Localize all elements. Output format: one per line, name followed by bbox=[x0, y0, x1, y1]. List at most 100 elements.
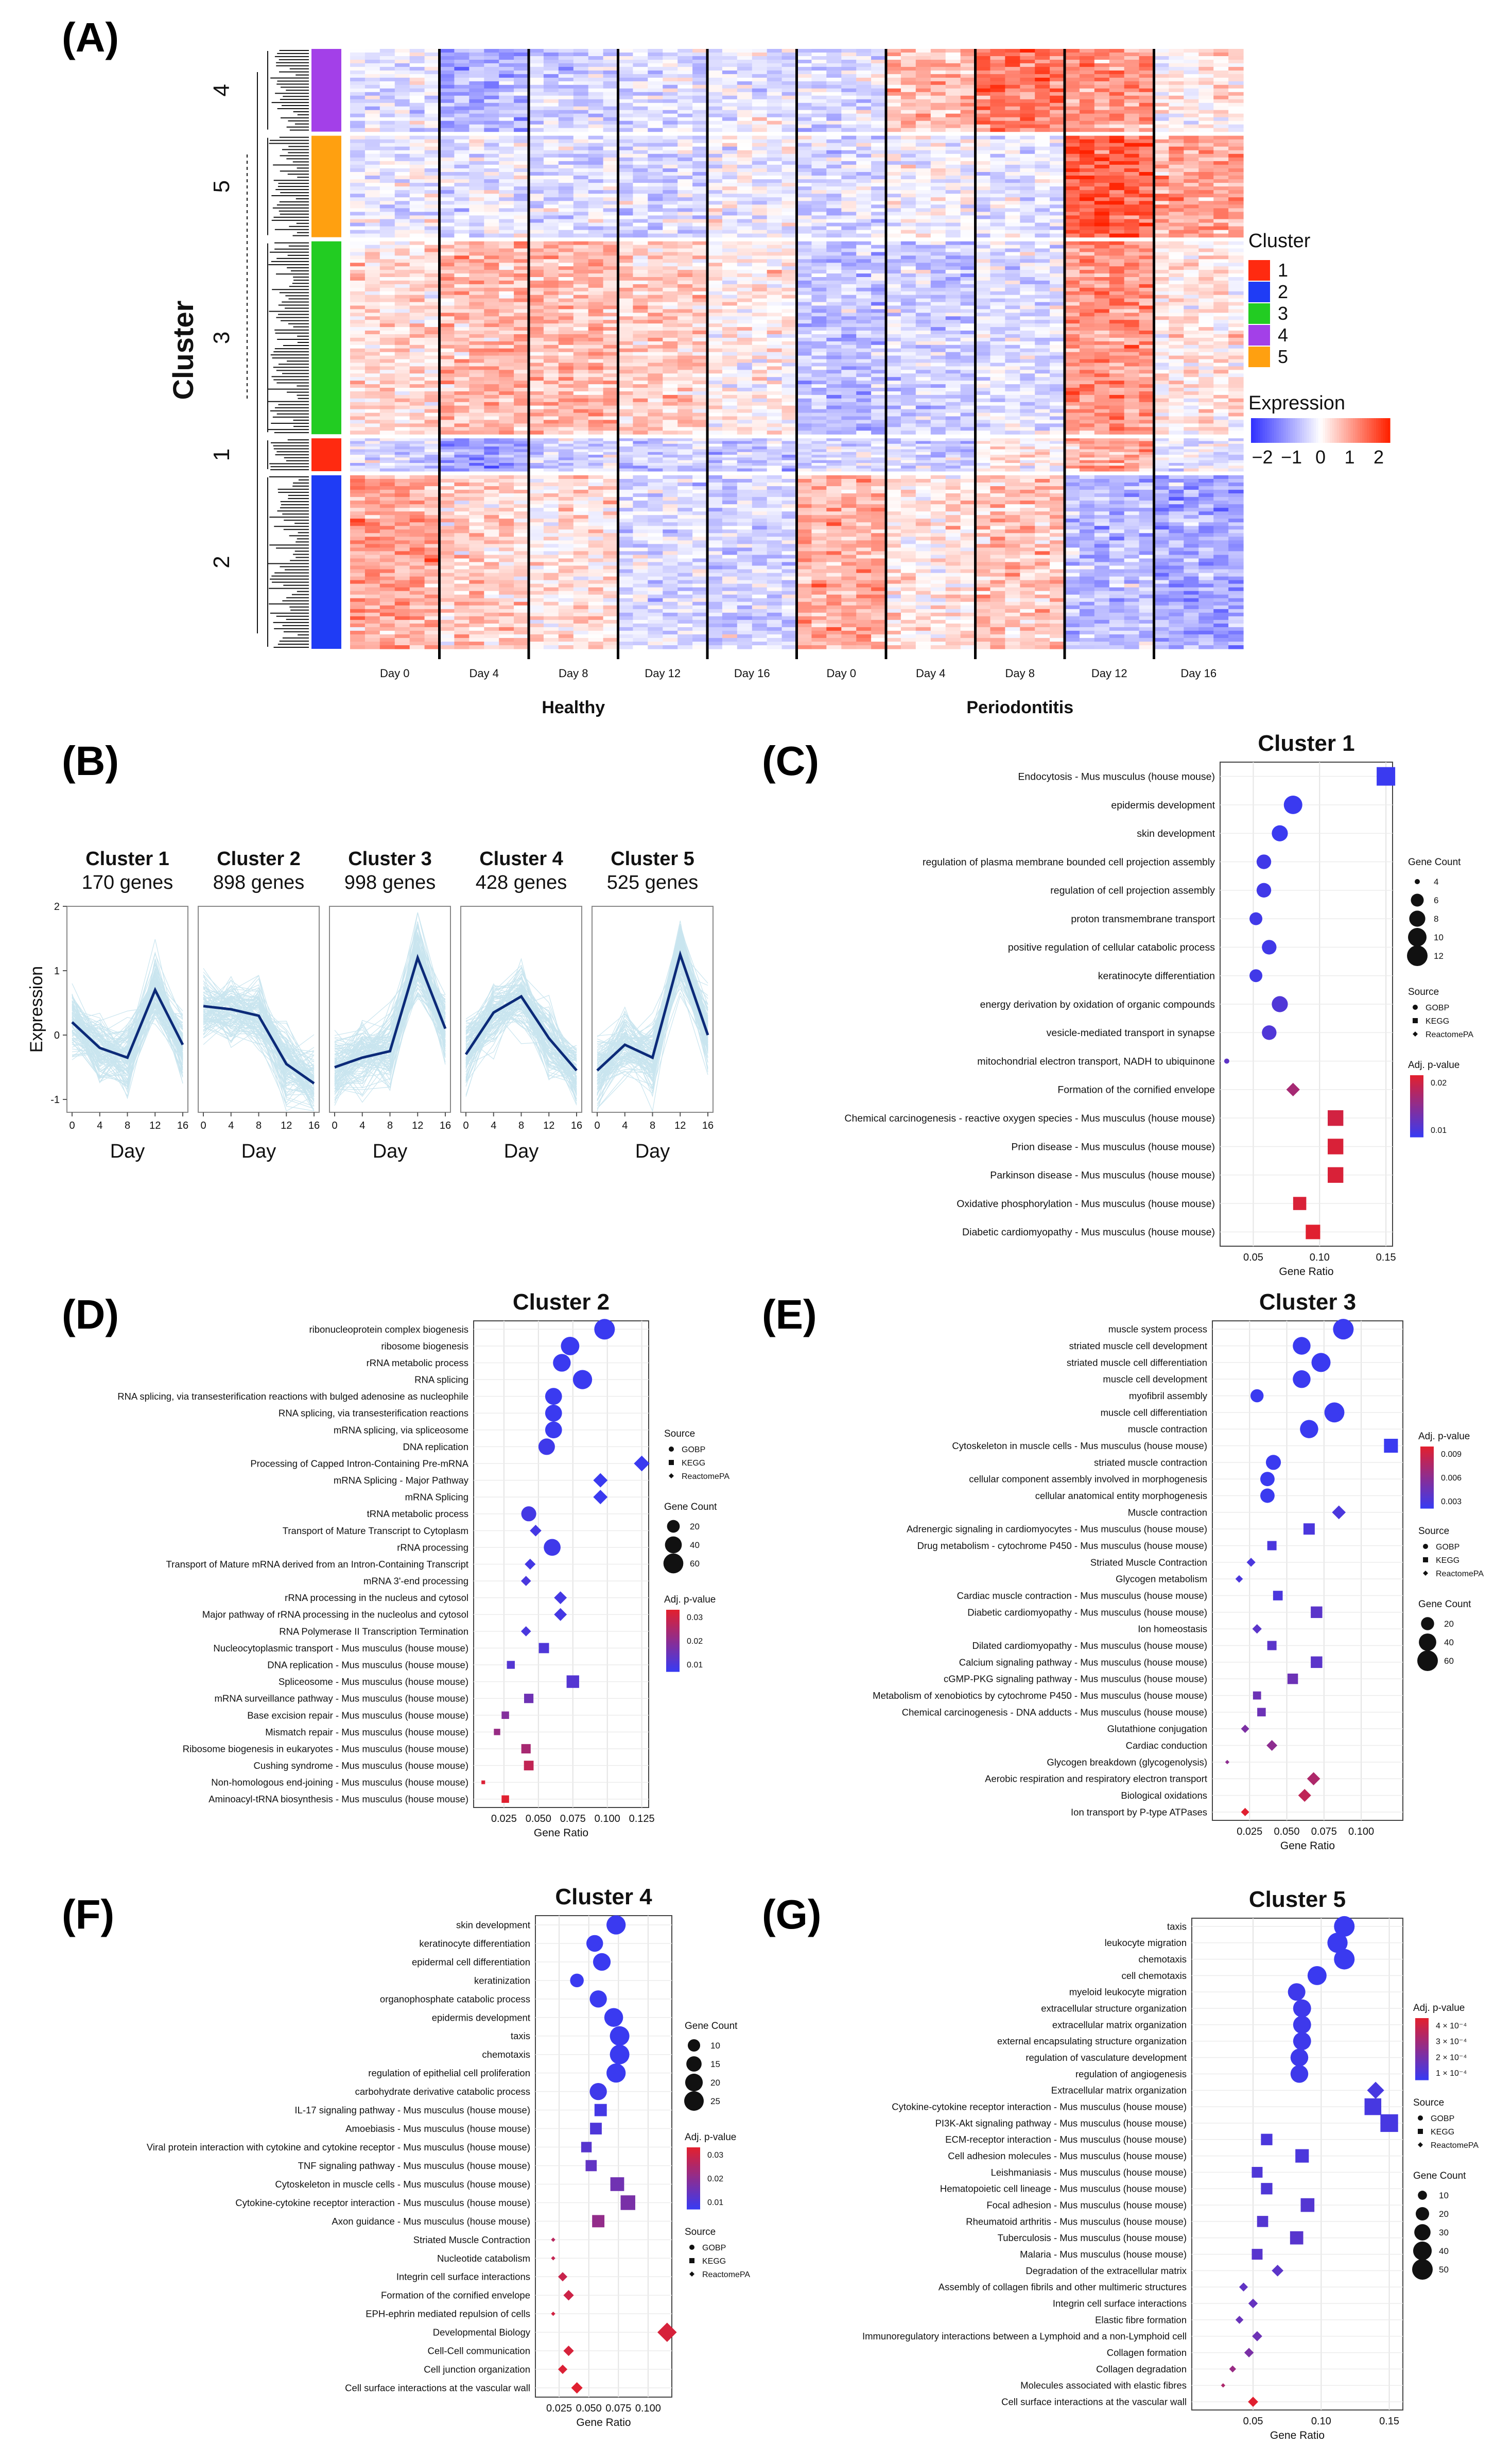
heatmap-cell bbox=[960, 302, 976, 306]
heatmap-cell bbox=[648, 172, 663, 176]
heatmap-cell bbox=[439, 70, 455, 75]
heatmap-cell bbox=[1198, 302, 1214, 306]
heatmap-cell bbox=[1065, 263, 1080, 267]
heatmap-cell bbox=[439, 92, 455, 96]
heatmap-cell bbox=[707, 255, 723, 260]
heatmap-cell bbox=[439, 161, 455, 165]
heatmap-cell bbox=[484, 128, 499, 132]
heatmap-cell bbox=[737, 305, 753, 309]
heatmap-cell bbox=[424, 219, 440, 223]
heatmap-cell bbox=[663, 63, 678, 67]
heatmap-cell bbox=[945, 298, 961, 303]
heatmap-cell bbox=[1094, 222, 1110, 227]
heatmap-cell bbox=[767, 81, 783, 85]
heatmap-cell bbox=[648, 305, 663, 309]
heatmap-cell bbox=[930, 135, 946, 140]
heatmap-cell bbox=[439, 120, 455, 125]
heatmap-cell bbox=[558, 298, 574, 303]
heatmap-cell bbox=[514, 81, 529, 85]
heatmap-cell bbox=[409, 295, 425, 299]
heatmap-cell bbox=[439, 266, 455, 270]
heatmap-cell bbox=[409, 63, 425, 67]
heatmap-cell bbox=[350, 252, 366, 256]
heatmap-cell bbox=[767, 208, 783, 212]
heatmap-cell bbox=[1079, 226, 1095, 231]
heatmap-cell bbox=[514, 291, 529, 296]
heatmap-cell bbox=[439, 255, 455, 260]
heatmap-cell bbox=[781, 120, 797, 125]
heatmap-cell bbox=[364, 92, 380, 96]
heatmap-cell bbox=[737, 284, 753, 288]
heatmap-cell bbox=[350, 183, 366, 187]
heatmap-cell bbox=[603, 273, 619, 278]
heatmap-cell bbox=[945, 255, 961, 260]
heatmap-cell bbox=[1005, 284, 1020, 288]
heatmap-cell bbox=[692, 186, 708, 191]
heatmap-cell bbox=[633, 309, 648, 313]
heatmap-cell bbox=[1005, 102, 1020, 107]
heatmap-cell bbox=[1079, 176, 1095, 180]
heatmap-cell bbox=[1213, 259, 1229, 263]
heatmap-cell bbox=[364, 53, 380, 57]
heatmap-cell bbox=[454, 287, 470, 292]
heatmap-cell bbox=[960, 176, 976, 180]
heatmap-cell bbox=[781, 341, 797, 346]
heatmap-cell bbox=[781, 150, 797, 154]
heatmap-cell bbox=[514, 197, 529, 201]
heatmap-cell bbox=[900, 197, 916, 201]
heatmap-cell bbox=[514, 226, 529, 231]
heatmap-cell bbox=[1020, 63, 1035, 67]
heatmap-cell bbox=[781, 255, 797, 260]
heatmap-cell bbox=[945, 204, 961, 209]
heatmap-cell bbox=[737, 99, 753, 104]
heatmap-cell bbox=[841, 53, 857, 57]
heatmap-cell bbox=[633, 219, 648, 223]
heatmap-cell bbox=[677, 313, 693, 317]
heatmap-cell bbox=[558, 316, 574, 320]
heatmap-cell bbox=[573, 66, 589, 71]
heatmap-cell bbox=[663, 255, 678, 260]
heatmap-cell bbox=[1184, 164, 1199, 169]
heatmap-cell bbox=[871, 259, 887, 263]
heatmap-cell bbox=[633, 323, 648, 328]
heatmap-cell bbox=[752, 95, 768, 100]
heatmap-cell bbox=[677, 168, 693, 173]
heatmap-cell bbox=[677, 320, 693, 324]
heatmap-cell bbox=[1079, 345, 1095, 349]
heatmap-cell bbox=[796, 327, 812, 331]
heatmap-cell bbox=[796, 309, 812, 313]
heatmap-cell bbox=[424, 102, 440, 107]
heatmap-cell bbox=[1169, 320, 1184, 324]
heatmap-cell bbox=[379, 263, 395, 267]
heatmap-cell bbox=[871, 176, 887, 180]
heatmap-cell bbox=[1020, 113, 1035, 118]
heatmap-cell bbox=[945, 280, 961, 285]
heatmap-cell bbox=[796, 222, 812, 227]
heatmap-cell bbox=[1050, 302, 1065, 306]
heatmap-cell bbox=[618, 102, 633, 107]
heatmap-cell bbox=[1050, 95, 1065, 100]
heatmap-cell bbox=[633, 233, 648, 238]
heatmap-cell bbox=[930, 150, 946, 154]
heatmap-cell bbox=[1184, 334, 1199, 338]
heatmap-cell bbox=[529, 270, 544, 274]
heatmap-cell bbox=[394, 95, 410, 100]
heatmap-cell bbox=[1198, 298, 1214, 303]
heatmap-cell bbox=[1139, 194, 1155, 198]
heatmap-cell bbox=[900, 70, 916, 75]
heatmap-cell bbox=[945, 277, 961, 281]
heatmap-cell bbox=[692, 266, 708, 270]
heatmap-cell bbox=[1065, 120, 1080, 125]
heatmap-cell bbox=[945, 135, 961, 140]
heatmap-cell bbox=[514, 88, 529, 93]
heatmap-cell bbox=[960, 135, 976, 140]
heatmap-cell bbox=[722, 341, 738, 346]
heatmap-cell bbox=[1154, 337, 1169, 342]
heatmap-cell bbox=[930, 99, 946, 104]
heatmap-cell bbox=[1213, 291, 1229, 296]
heatmap-cell bbox=[1169, 204, 1184, 209]
heatmap-cell bbox=[364, 255, 380, 260]
heatmap-cell bbox=[796, 273, 812, 278]
heatmap-cell bbox=[930, 113, 946, 118]
heatmap-cell bbox=[648, 179, 663, 183]
